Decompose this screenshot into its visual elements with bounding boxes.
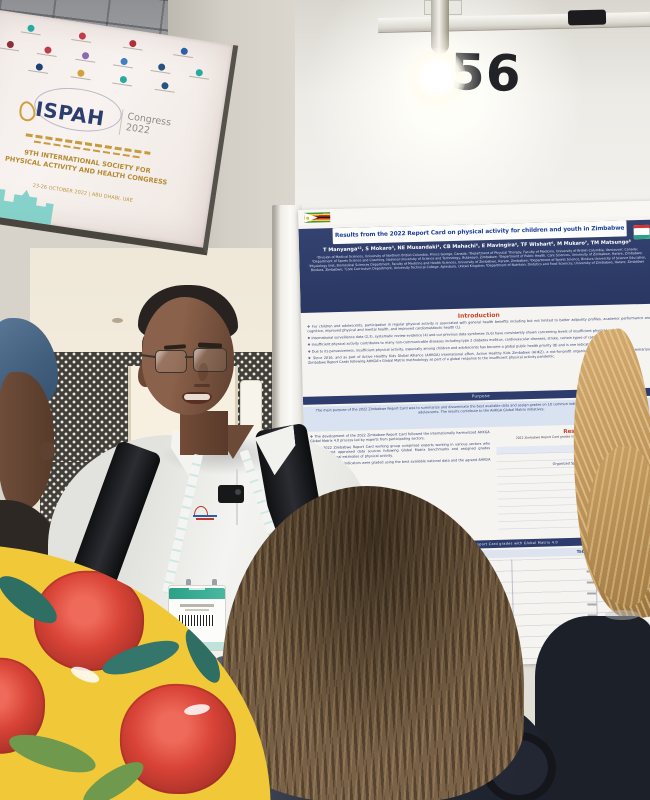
floral-fabric	[0, 544, 280, 800]
ispah-congress-screen: ISPAH Congress 2022 9TH INTERNATIONAL SO…	[0, 8, 239, 256]
zimbabwe-flag-icon	[304, 212, 331, 223]
attendee-blonde	[535, 318, 650, 800]
ahkz-logo-icon	[633, 224, 650, 240]
lamp-bulb	[408, 48, 466, 106]
clip-on-mic	[218, 485, 244, 503]
smile	[182, 392, 212, 404]
attendee-brunette-back	[178, 480, 556, 800]
badge-barcode-icon	[179, 614, 215, 626]
man-face	[139, 297, 234, 415]
attendee-floral-dress	[0, 540, 282, 800]
rail-clamp	[567, 9, 607, 26]
glasses-icon	[193, 348, 227, 372]
congress-year: Congress 2022	[125, 111, 172, 140]
recessed-light	[112, 318, 123, 323]
shirt-logo-icon	[192, 505, 222, 521]
glasses-icon	[155, 350, 187, 373]
